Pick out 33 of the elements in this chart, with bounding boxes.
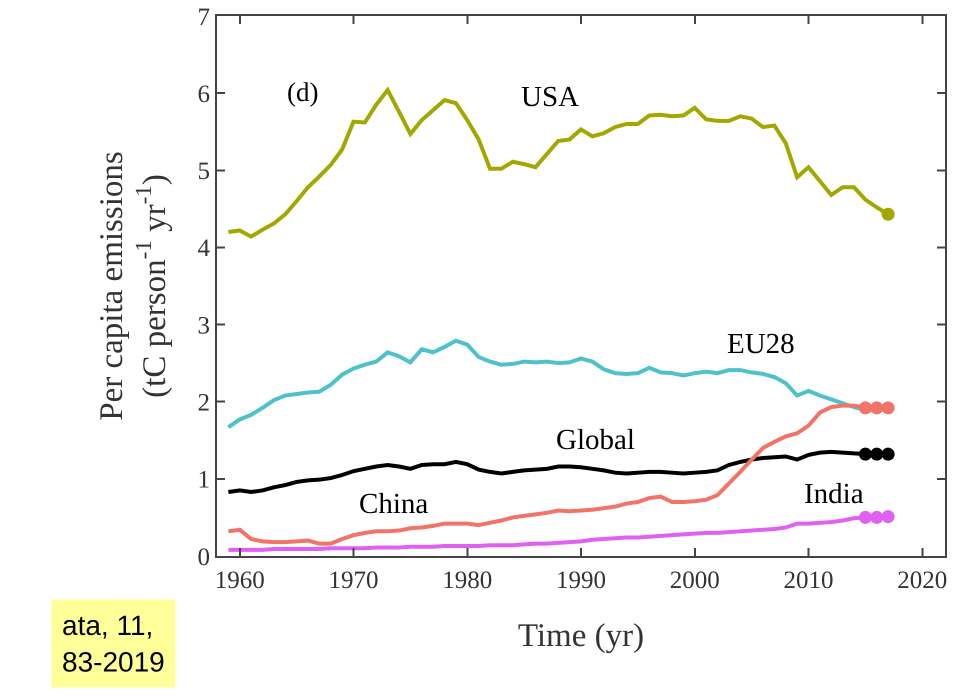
y-tick-label: 6 bbox=[198, 80, 210, 108]
series-label: China bbox=[359, 488, 428, 520]
point bbox=[882, 401, 895, 414]
point bbox=[858, 401, 872, 414]
point bbox=[882, 448, 895, 461]
series-label: EU28 bbox=[727, 328, 795, 360]
x-tick-label: 2010 bbox=[784, 567, 834, 594]
annotation: (d) bbox=[287, 77, 318, 107]
x-tick-label: 1970 bbox=[328, 567, 378, 594]
x-tick-label: 2000 bbox=[670, 567, 720, 594]
y-tick-label: 5 bbox=[198, 158, 210, 186]
y-tick-label: 7 bbox=[198, 4, 210, 31]
x-axis-title: Time (yr) bbox=[518, 618, 644, 654]
series-label: USA bbox=[521, 81, 580, 113]
point bbox=[858, 510, 872, 524]
x-tick-label: 1960 bbox=[214, 567, 265, 594]
x-tick-label: 1980 bbox=[442, 567, 492, 594]
point bbox=[882, 510, 895, 524]
series-label: Global bbox=[556, 424, 635, 456]
x-tick-label: 2020 bbox=[897, 567, 948, 594]
x-tick-label: 1990 bbox=[556, 567, 606, 594]
series-label: India bbox=[804, 478, 864, 510]
y-tick-label: 1 bbox=[198, 466, 210, 494]
y-tick-label: 3 bbox=[198, 312, 210, 340]
y-tick-label: 4 bbox=[198, 235, 210, 262]
point bbox=[870, 448, 884, 461]
y-tick-label: 0 bbox=[198, 544, 210, 571]
point bbox=[870, 510, 884, 524]
y-tick-label: 2 bbox=[198, 389, 210, 416]
point bbox=[870, 401, 884, 414]
text: ata, 11, 83-2019 bbox=[62, 610, 165, 678]
point bbox=[882, 208, 895, 221]
point bbox=[858, 448, 872, 461]
